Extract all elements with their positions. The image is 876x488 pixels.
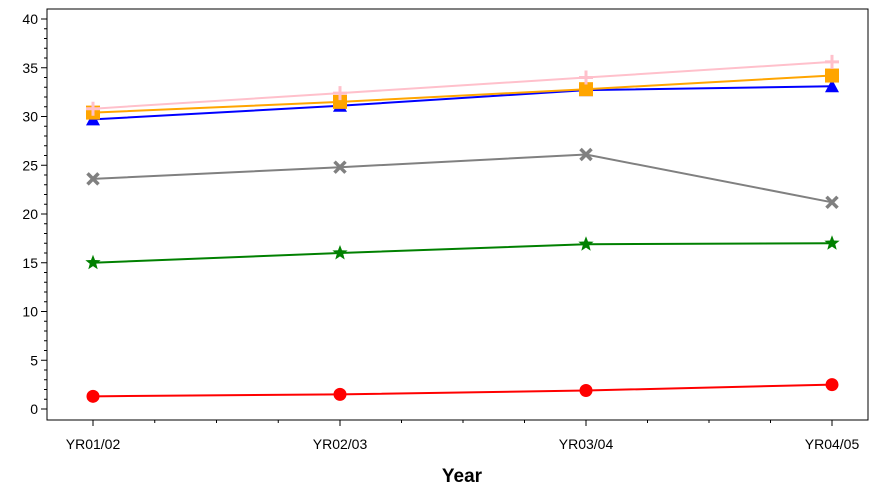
y-tick-label: 10 bbox=[22, 304, 38, 320]
series-line bbox=[92, 74, 833, 114]
y-tick-label: 40 bbox=[22, 11, 38, 27]
y-tick-label: 0 bbox=[30, 401, 38, 417]
y-tick-label: 5 bbox=[30, 352, 38, 368]
data-point-square bbox=[579, 82, 593, 97]
data-point-star bbox=[332, 245, 348, 260]
data-point-plus bbox=[825, 54, 839, 69]
series-square bbox=[86, 68, 839, 120]
y-tick-label: 35 bbox=[22, 60, 38, 76]
plot-frame bbox=[46, 8, 869, 421]
y-tick-label: 15 bbox=[22, 255, 38, 271]
data-point-star bbox=[85, 254, 101, 270]
data-point-circle bbox=[333, 387, 347, 401]
series-line bbox=[92, 153, 833, 204]
data-point-star bbox=[578, 236, 594, 251]
series-line bbox=[92, 60, 833, 110]
series-x bbox=[86, 147, 839, 210]
series-plus bbox=[86, 54, 839, 116]
x-tick-label: YR03/04 bbox=[559, 436, 614, 452]
series-line bbox=[92, 85, 833, 121]
data-point-plus bbox=[333, 86, 347, 101]
data-point-x bbox=[579, 147, 593, 162]
data-point-triangle bbox=[825, 79, 839, 93]
data-point-circle bbox=[86, 389, 100, 403]
series-layer bbox=[85, 54, 840, 403]
data-point-x bbox=[86, 172, 100, 186]
data-point-x bbox=[825, 195, 839, 210]
x-tick-label: YR04/05 bbox=[805, 436, 860, 452]
x-tick-label: YR01/02 bbox=[66, 436, 121, 452]
x-tick-label: YR02/03 bbox=[313, 436, 368, 452]
data-point-plus bbox=[86, 101, 100, 116]
data-point-square bbox=[333, 94, 347, 109]
data-point-circle bbox=[825, 378, 839, 392]
x-axis-title: Year bbox=[442, 466, 483, 487]
y-tick-label: 20 bbox=[22, 206, 38, 222]
y-axis: 0 5 10 15 20 25 30 35 40 bbox=[22, 11, 47, 417]
data-point-circle bbox=[579, 383, 593, 397]
y-tick-label: 30 bbox=[22, 109, 38, 125]
x-axis: YR01/02 YR02/03 YR03/04 YR04/05 bbox=[66, 420, 860, 452]
series-line bbox=[92, 383, 833, 398]
data-point-square bbox=[825, 68, 839, 83]
series-circle bbox=[86, 378, 839, 403]
series-star bbox=[85, 235, 840, 270]
data-point-x bbox=[333, 160, 347, 174]
y-tick-label: 25 bbox=[22, 157, 38, 173]
series-line bbox=[92, 242, 833, 264]
data-point-star bbox=[824, 235, 840, 250]
data-point-plus bbox=[579, 70, 593, 85]
